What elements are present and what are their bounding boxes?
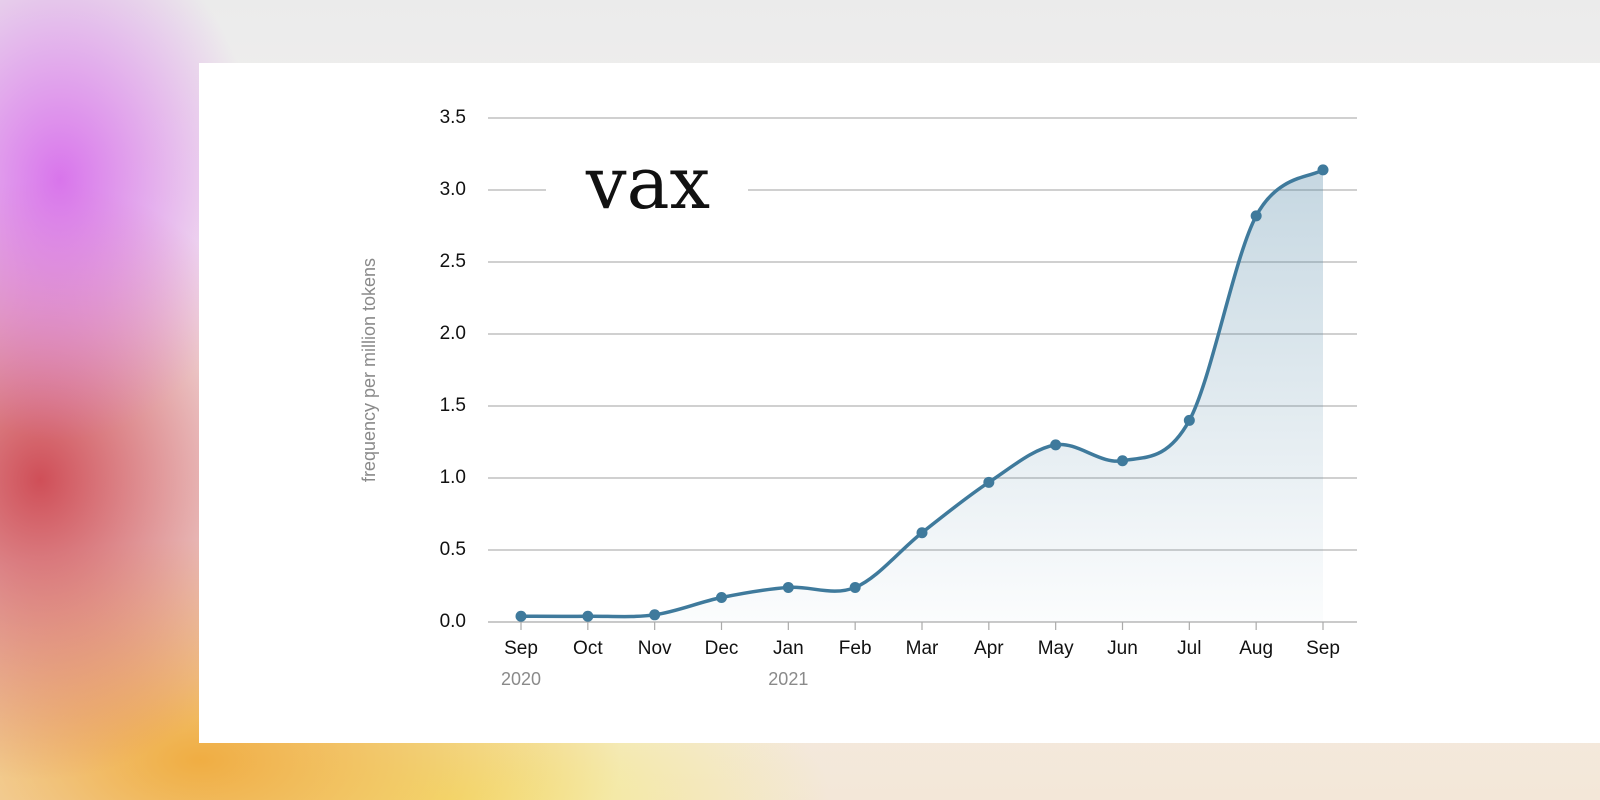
y-tick-label: 2.0 bbox=[440, 323, 466, 344]
point bbox=[1117, 455, 1128, 467]
point bbox=[916, 527, 928, 539]
chart-title: vax bbox=[585, 141, 710, 225]
x-tick-label: Jul bbox=[1177, 638, 1201, 659]
y-tick-label: 2.5 bbox=[440, 251, 466, 272]
title-backdrop bbox=[546, 150, 748, 230]
y-tick-label: 1.5 bbox=[440, 395, 466, 416]
x-tick-label: Apr bbox=[974, 638, 1004, 659]
y-tick-label: 3.5 bbox=[440, 107, 466, 128]
x-tick-label: May bbox=[1038, 638, 1074, 659]
card bbox=[199, 63, 1600, 743]
year-label: 2021 bbox=[768, 669, 808, 689]
point bbox=[716, 592, 727, 604]
point bbox=[983, 476, 995, 488]
x-tick-label: Sep bbox=[1306, 638, 1340, 659]
point bbox=[1317, 164, 1329, 176]
area bbox=[521, 169, 1323, 622]
point bbox=[1250, 210, 1262, 222]
y-tick-label: 0.0 bbox=[440, 611, 466, 632]
point bbox=[515, 610, 527, 622]
point bbox=[782, 581, 794, 593]
point bbox=[1183, 414, 1195, 426]
y-tick-label: 0.5 bbox=[440, 539, 466, 560]
x-tick-label: Dec bbox=[705, 638, 739, 659]
x-tick-label: Oct bbox=[573, 638, 603, 659]
y-tick-label: 1.0 bbox=[440, 467, 466, 488]
y-axis-label: frequency per million tokens bbox=[359, 258, 379, 482]
point bbox=[849, 581, 861, 593]
x-tick-label: Sep bbox=[504, 638, 538, 659]
x-tick-label: Jan bbox=[773, 638, 804, 659]
x-tick-label: Mar bbox=[906, 638, 939, 659]
x-tick-label: Nov bbox=[638, 638, 672, 659]
y-tick-label: 3.0 bbox=[440, 179, 466, 200]
x-tick-label: Aug bbox=[1239, 638, 1273, 659]
point bbox=[1050, 439, 1062, 451]
point bbox=[649, 609, 661, 621]
year-label: 2020 bbox=[501, 669, 541, 689]
x-tick-label: Feb bbox=[839, 638, 872, 659]
point bbox=[582, 610, 594, 622]
x-tick-label: Jun bbox=[1107, 638, 1138, 659]
